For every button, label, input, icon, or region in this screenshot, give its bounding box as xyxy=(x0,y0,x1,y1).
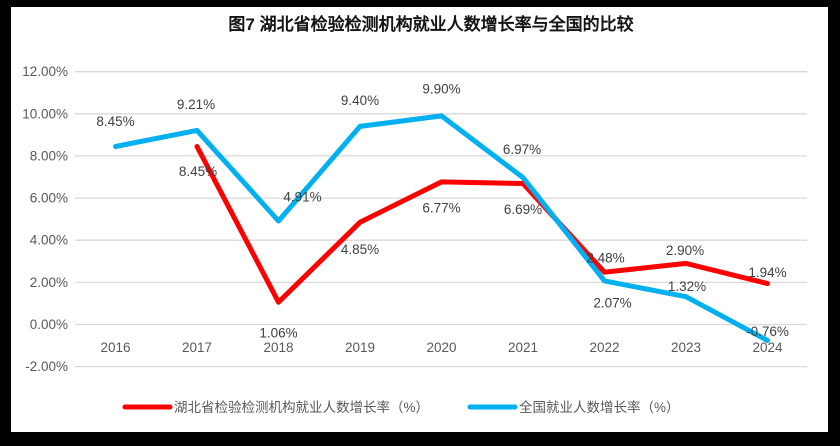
x-tick-label: 2019 xyxy=(345,340,375,355)
data-label: 2.48% xyxy=(586,251,624,266)
frame-top xyxy=(0,0,840,7)
frame-bottom xyxy=(0,432,840,446)
series-line-1 xyxy=(113,113,770,343)
data-label: 1.06% xyxy=(259,326,297,341)
data-label: 6.77% xyxy=(422,200,460,215)
x-tick-label: 2016 xyxy=(100,340,130,355)
chart-title: 图7 湖北省检验检测机构就业人数增长率与全国的比较 xyxy=(228,14,633,34)
data-label: 8.45% xyxy=(96,114,134,129)
x-tick-label: 2022 xyxy=(589,340,619,355)
data-label: 6.97% xyxy=(503,142,541,157)
legend-label-national: 全国就业人数增长率（%） xyxy=(519,399,680,415)
data-label: 6.69% xyxy=(504,202,542,217)
series-line-0 xyxy=(194,144,770,305)
y-tick-label: 0.00% xyxy=(30,317,68,332)
y-tick-label: 12.00% xyxy=(22,64,68,79)
frame-right xyxy=(828,0,840,446)
y-tick-label: 2.00% xyxy=(30,275,68,290)
data-label: 9.40% xyxy=(341,93,379,108)
data-label: -0.76% xyxy=(746,324,789,339)
data-labels: 8.45% 1.06% 4.85% 6.77% 6.69% 2.48% 2.90% 1.94%… xyxy=(96,81,789,340)
data-label: 1.32% xyxy=(668,279,706,294)
legend-label-hubei: 湖北省检验检测机构就业人数增长率（%） xyxy=(174,399,429,415)
y-tick-label: -2.00% xyxy=(25,359,68,374)
x-tick-label: 2020 xyxy=(426,340,456,355)
gridlines xyxy=(75,71,807,368)
legend: 湖北省检验检测机构就业人数增长率（%） 全国就业人数增长率（%） xyxy=(122,399,680,415)
data-label: 4.91% xyxy=(283,190,321,205)
y-tick-label: 6.00% xyxy=(30,191,68,206)
data-label: 8.45% xyxy=(179,164,217,179)
data-label: 2.07% xyxy=(593,295,631,310)
x-tick-label: 2021 xyxy=(508,340,538,355)
data-label: 1.94% xyxy=(748,265,786,280)
data-label: 9.90% xyxy=(422,81,460,96)
axis-tick-labels: 12.00% 10.00% 8.00% 6.00% 4.00% 2.00% 0.00% -2.… xyxy=(22,64,783,374)
x-tick-label: 2024 xyxy=(752,340,783,355)
x-tick-label: 2017 xyxy=(182,340,212,355)
series-lines xyxy=(113,113,770,343)
y-tick-label: 4.00% xyxy=(30,233,68,248)
data-label: 4.85% xyxy=(341,242,379,257)
x-tick-label: 2018 xyxy=(263,340,293,355)
frame-left xyxy=(0,0,11,446)
x-tick-label: 2023 xyxy=(671,340,701,355)
y-tick-label: 10.00% xyxy=(22,106,68,121)
data-label: 9.21% xyxy=(177,97,215,112)
data-label: 2.90% xyxy=(666,243,704,258)
y-tick-label: 8.00% xyxy=(30,148,68,163)
